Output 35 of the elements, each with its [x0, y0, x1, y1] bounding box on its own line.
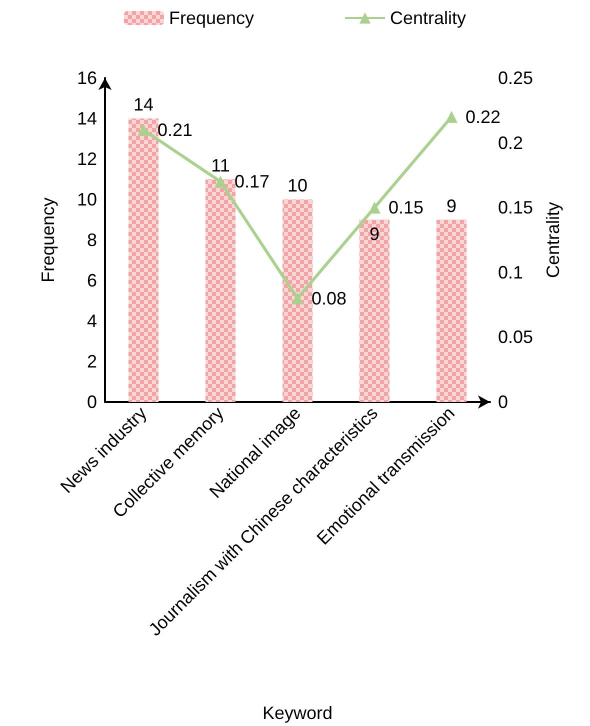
point	[292, 292, 304, 304]
data-label: 0.15	[388, 198, 424, 218]
data-label: 0.22	[466, 106, 501, 127]
legend-label: Frequency	[168, 8, 254, 28]
y-axis-title: Frequency	[38, 197, 58, 283]
legend-label: Centrality	[390, 8, 466, 28]
data-label: 0.08	[312, 288, 347, 308]
data-label: 9	[369, 224, 380, 244]
data-label: 11	[211, 155, 230, 176]
y-tick-label: 12	[76, 149, 97, 169]
y2-tick-label: 0.25	[498, 68, 534, 88]
point	[368, 202, 380, 214]
y-tick-label: 0	[86, 392, 97, 412]
y-tick-label: 14	[76, 108, 97, 128]
point	[214, 176, 226, 188]
y-tick-label: 8	[86, 230, 97, 250]
point	[138, 124, 150, 136]
data-label: 0.17	[234, 172, 270, 192]
data-label: 14	[133, 94, 154, 114]
y-tick-label: 10	[76, 190, 97, 210]
y-tick-label: 2	[86, 352, 97, 372]
y2-tick-label: 0.05	[498, 327, 534, 348]
y2-tick-label: 0	[498, 392, 508, 412]
point	[446, 110, 458, 123]
data-label: 10	[287, 176, 308, 196]
y-tick-label: 6	[86, 270, 97, 290]
y-tick-label: 16	[76, 68, 97, 88]
x-axis-title: Keyword	[262, 703, 333, 723]
y2-tick-label: 0.2	[498, 132, 524, 153]
y2-tick-label: 0.15	[498, 198, 534, 218]
y2-tick-label: 0.1	[498, 262, 524, 282]
y2-axis-title: Centrality	[542, 202, 563, 278]
y-tick-label: 4	[86, 311, 97, 331]
data-label: 9	[446, 196, 457, 216]
data-label: 0.21	[158, 120, 193, 140]
